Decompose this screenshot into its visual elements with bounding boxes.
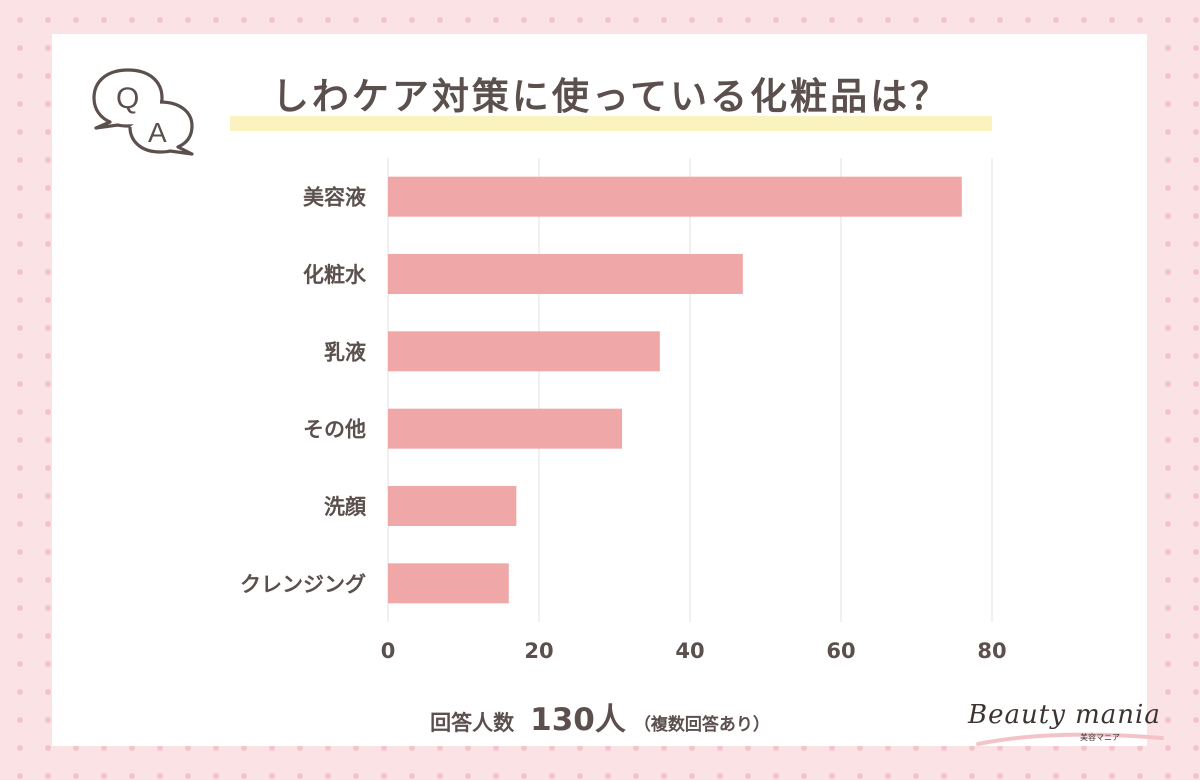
chart-bars	[388, 176, 962, 604]
bar-4	[388, 486, 517, 526]
category-label: 美容液	[303, 186, 366, 210]
bar-5	[388, 563, 509, 604]
category-label: 洗顔	[324, 495, 367, 519]
logo-swash-icon	[976, 732, 1164, 746]
logo-name: Beauty mania	[968, 700, 1161, 730]
respondent-note: （複数回答あり）	[633, 715, 770, 735]
x-tick-label: 0	[381, 639, 396, 663]
qa-icon-a-text: A	[148, 117, 167, 148]
category-label: その他	[303, 418, 366, 442]
bar-0	[388, 176, 962, 217]
bar-2	[388, 331, 660, 372]
qa-icon-q-text: Q	[116, 82, 139, 115]
logo-sub: 美容マニア	[1080, 733, 1120, 742]
respondent-summary: 回答人数 130人 （複数回答あり）	[0, 694, 1200, 739]
category-label: クレンジング	[240, 572, 366, 596]
x-tick-label: 20	[524, 639, 553, 663]
category-label: 化粧水	[303, 263, 367, 287]
respondent-label: 回答人数	[430, 711, 515, 735]
card-panel	[52, 34, 1147, 746]
x-tick-label: 40	[675, 639, 704, 663]
chart-grid	[387, 158, 993, 622]
title-highlight	[230, 116, 992, 131]
page-title: しわケア対策に使っている化粧品は？	[271, 75, 951, 118]
category-label: 乳液	[324, 340, 366, 364]
bar-3	[388, 408, 623, 449]
x-tick-label: 80	[977, 639, 1006, 663]
brand-logo: Beauty mania 美容マニア	[968, 700, 1168, 750]
bar-1	[388, 254, 743, 294]
qa-bubble-icon: Q A	[92, 68, 194, 156]
respondent-count: 130人	[530, 702, 626, 738]
x-tick-label: 60	[826, 639, 855, 663]
